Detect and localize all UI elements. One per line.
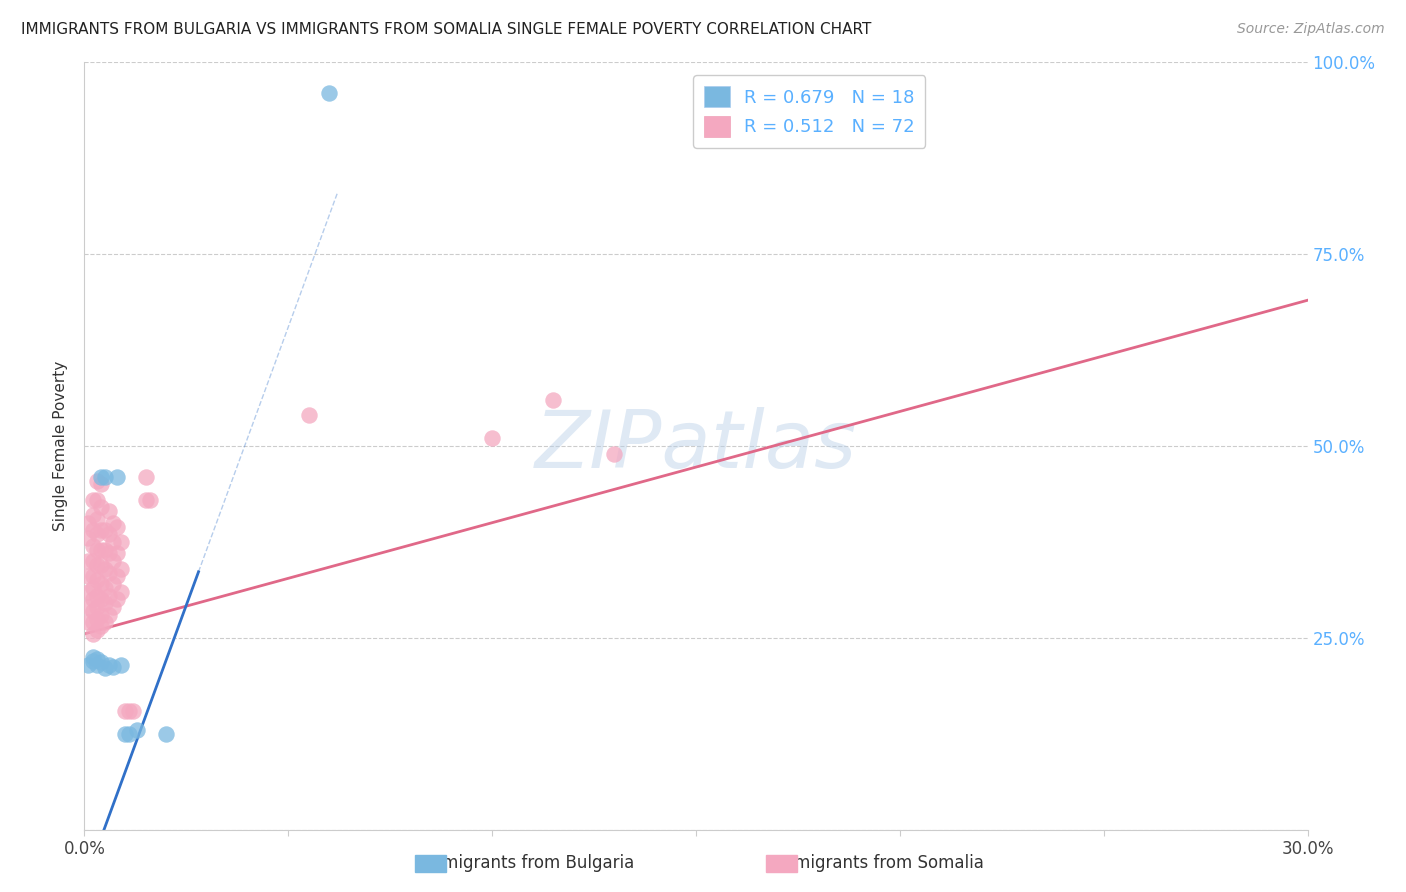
Point <box>82 508 104 522</box>
Point <box>97 527 120 541</box>
Point <box>97 504 120 518</box>
Point <box>93 469 115 483</box>
Point <box>97 657 120 672</box>
Point <box>90 592 112 607</box>
Point <box>101 660 124 674</box>
Point <box>86 600 108 615</box>
Point <box>82 492 104 507</box>
Point <box>86 512 108 526</box>
Point <box>86 558 108 572</box>
Y-axis label: Single Female Poverty: Single Female Poverty <box>53 361 69 531</box>
Point <box>118 704 141 718</box>
Text: IMMIGRANTS FROM BULGARIA VS IMMIGRANTS FROM SOMALIA SINGLE FEMALE POVERTY CORREL: IMMIGRANTS FROM BULGARIA VS IMMIGRANTS F… <box>21 22 872 37</box>
Point <box>101 554 124 568</box>
Point <box>105 592 128 607</box>
Point <box>127 723 149 737</box>
Point <box>77 615 100 630</box>
Point <box>155 726 177 740</box>
Point <box>101 577 124 591</box>
Point <box>93 615 115 630</box>
Point <box>93 661 115 675</box>
Point <box>90 469 112 483</box>
Point <box>77 531 100 545</box>
Point <box>86 652 108 666</box>
Point <box>77 600 100 615</box>
Point <box>97 566 120 580</box>
Point <box>82 592 104 607</box>
Point <box>101 516 124 530</box>
Point <box>82 604 104 618</box>
Point <box>105 519 128 533</box>
Point <box>90 656 112 670</box>
Point <box>86 542 108 557</box>
Point <box>118 726 141 740</box>
Point <box>86 492 108 507</box>
Point <box>90 577 112 591</box>
Point <box>93 596 115 610</box>
Point <box>82 654 104 668</box>
Point <box>105 546 128 560</box>
Text: ZIPatlas: ZIPatlas <box>534 407 858 485</box>
Point <box>481 431 503 445</box>
Point <box>90 500 112 515</box>
Point <box>82 615 104 630</box>
Point <box>77 554 100 568</box>
Point <box>86 623 108 637</box>
Point <box>298 409 321 423</box>
Point <box>97 607 120 622</box>
Point <box>114 704 136 718</box>
Point <box>86 657 108 672</box>
Point <box>82 539 104 553</box>
Point <box>90 607 112 622</box>
Point <box>90 542 112 557</box>
Point <box>97 589 120 603</box>
Point <box>86 474 108 488</box>
Point <box>93 562 115 576</box>
Point <box>86 612 108 626</box>
Point <box>114 726 136 740</box>
Point <box>97 546 120 560</box>
Text: Immigrants from Somalia: Immigrants from Somalia <box>773 855 984 872</box>
Text: Source: ZipAtlas.com: Source: ZipAtlas.com <box>1237 22 1385 37</box>
Point <box>86 573 108 587</box>
Point <box>110 657 132 672</box>
Point <box>543 392 565 407</box>
Point <box>82 524 104 538</box>
Point <box>105 469 128 483</box>
Point <box>138 492 160 507</box>
Point <box>110 562 132 576</box>
Point <box>86 527 108 541</box>
Point <box>93 542 115 557</box>
Point <box>101 600 124 615</box>
Point <box>77 569 100 583</box>
Point <box>77 657 100 672</box>
Point <box>90 524 112 538</box>
Point <box>110 534 132 549</box>
Point <box>82 569 104 583</box>
Point <box>135 469 157 483</box>
Point <box>90 558 112 572</box>
Point <box>318 86 340 100</box>
Point <box>135 492 157 507</box>
Point <box>93 581 115 595</box>
Point <box>93 524 115 538</box>
Point <box>105 569 128 583</box>
Point <box>86 589 108 603</box>
Point <box>101 534 124 549</box>
Point <box>77 584 100 599</box>
Point <box>82 649 104 664</box>
Point <box>603 447 626 461</box>
Legend: R = 0.679   N = 18, R = 0.512   N = 72: R = 0.679 N = 18, R = 0.512 N = 72 <box>693 75 925 148</box>
Point <box>82 627 104 641</box>
Point <box>82 581 104 595</box>
Point <box>90 477 112 491</box>
Point <box>90 619 112 633</box>
Point <box>122 704 145 718</box>
Point <box>77 516 100 530</box>
Point <box>82 554 104 568</box>
Text: Immigrants from Bulgaria: Immigrants from Bulgaria <box>420 855 634 872</box>
Point <box>110 584 132 599</box>
